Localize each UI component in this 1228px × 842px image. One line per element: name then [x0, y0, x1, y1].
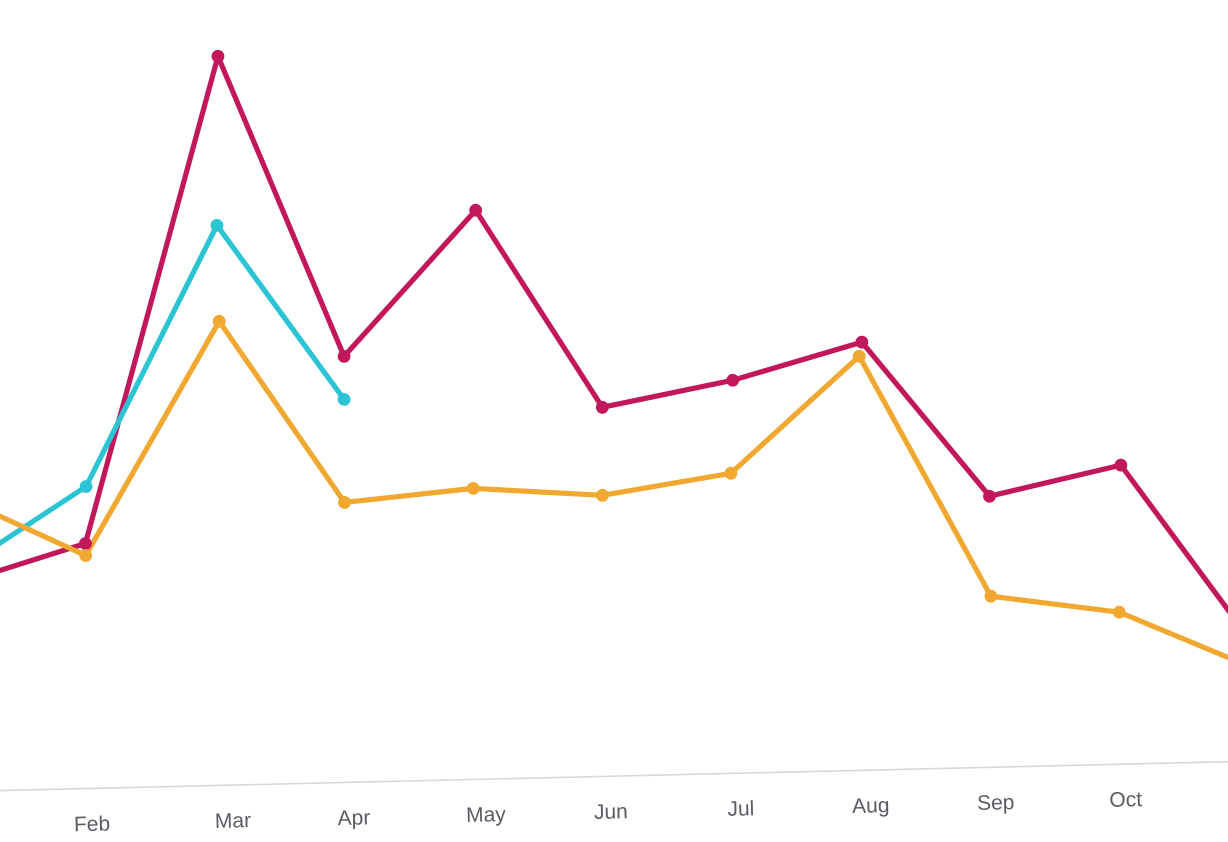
data-point[interactable] [724, 466, 738, 480]
x-axis-baseline [0, 759, 1228, 792]
data-point[interactable] [983, 489, 996, 503]
data-point[interactable] [595, 400, 609, 414]
x-tick-label: May [466, 803, 507, 827]
x-axis-tick-labels: Feb Mar Apr May Jun Jul Aug Sep Oct [74, 788, 1143, 836]
data-point[interactable] [79, 537, 92, 550]
data-point[interactable] [469, 203, 483, 217]
data-point[interactable] [852, 349, 866, 363]
data-point[interactable] [210, 218, 224, 232]
data-point[interactable] [1112, 605, 1126, 619]
x-tick-label: Apr [337, 806, 370, 830]
data-point[interactable] [466, 481, 480, 495]
series-line-3[interactable] [0, 298, 1228, 692]
series-line-1[interactable] [0, 33, 1228, 652]
x-tick-label: Jul [727, 797, 754, 821]
data-point[interactable] [855, 335, 869, 349]
data-point[interactable] [984, 589, 998, 603]
data-point[interactable] [79, 549, 93, 562]
series-markers-2[interactable] [73, 216, 352, 493]
series-markers-3[interactable] [74, 291, 1228, 695]
x-tick-label: Oct [1109, 788, 1142, 812]
x-tick-label: Jun [594, 800, 628, 824]
x-tick-label: Sep [977, 791, 1015, 815]
data-point[interactable] [337, 392, 351, 406]
x-tick-label: Aug [852, 794, 890, 818]
series-line-2[interactable] [0, 222, 348, 571]
data-point[interactable] [212, 314, 226, 328]
x-tick-label: Feb [74, 812, 111, 836]
data-point[interactable] [596, 488, 609, 502]
series-markers-1[interactable] [67, 26, 1228, 655]
data-point[interactable] [1114, 458, 1128, 472]
data-point[interactable] [338, 496, 351, 509]
data-point[interactable] [337, 349, 351, 363]
data-point[interactable] [211, 49, 225, 63]
x-tick-label: Mar [215, 809, 252, 833]
data-point[interactable] [726, 373, 740, 387]
data-point[interactable] [79, 480, 93, 493]
